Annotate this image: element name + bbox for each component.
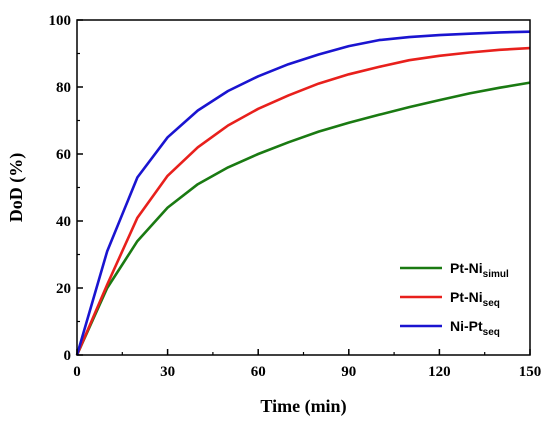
x-axis-title: Time (min) bbox=[260, 396, 346, 417]
legend-label-1: Pt-Nisimul bbox=[450, 260, 509, 280]
y-axis: 0 20 40 60 80 100 bbox=[49, 13, 83, 364]
x-tick-label: 0 bbox=[73, 364, 81, 380]
legend-label-3: Ni-Ptseq bbox=[450, 318, 500, 338]
y-tick-label: 80 bbox=[56, 80, 71, 96]
y-axis-title: DoD (%) bbox=[6, 153, 27, 223]
legend-label-2: Pt-Niseq bbox=[450, 289, 500, 309]
x-tick-label: 90 bbox=[341, 364, 356, 380]
x-tick-label: 30 bbox=[160, 364, 175, 380]
legend: Pt-Nisimul Pt-Niseq Ni-Ptseq bbox=[400, 260, 509, 338]
series-line-1 bbox=[75, 81, 531, 356]
series-line-2 bbox=[75, 46, 531, 356]
x-tick-label: 120 bbox=[428, 364, 451, 380]
y-tick-label: 40 bbox=[56, 214, 71, 230]
y-tick-label: 60 bbox=[56, 147, 71, 163]
series-line-3 bbox=[75, 30, 531, 356]
y-tick-label: 20 bbox=[56, 281, 71, 297]
y-tick-label: 0 bbox=[64, 348, 72, 364]
plot-area bbox=[75, 30, 531, 356]
x-axis: 0 30 60 90 120 150 bbox=[73, 349, 541, 380]
x-tick-label: 150 bbox=[519, 364, 542, 380]
x-tick-label: 60 bbox=[251, 364, 266, 380]
y-tick-label: 100 bbox=[49, 13, 72, 29]
